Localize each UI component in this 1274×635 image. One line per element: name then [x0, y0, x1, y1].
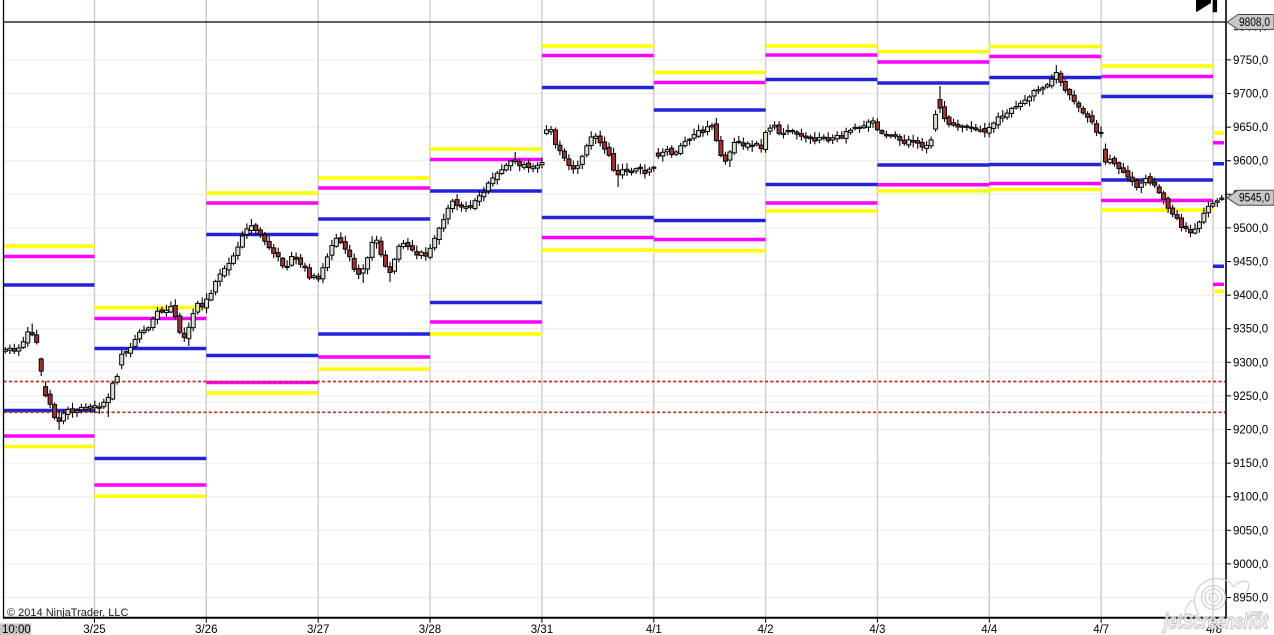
svg-text:9500,0: 9500,0: [1233, 223, 1268, 235]
svg-text:3/26: 3/26: [195, 624, 217, 635]
svg-text:4/8: 4/8: [1206, 624, 1222, 635]
svg-text:9400,0: 9400,0: [1233, 290, 1268, 302]
svg-text:jetScreenshot: jetScreenshot: [1162, 610, 1269, 634]
svg-text:9150,0: 9150,0: [1233, 458, 1268, 470]
svg-text:9300,0: 9300,0: [1233, 357, 1268, 369]
svg-text:3/31: 3/31: [531, 624, 553, 635]
svg-text:© 2014 NinjaTrader, LLC: © 2014 NinjaTrader, LLC: [7, 607, 128, 619]
svg-text:9650,0: 9650,0: [1233, 122, 1268, 134]
svg-text:4/2: 4/2: [758, 624, 774, 635]
svg-text:4/4: 4/4: [981, 624, 998, 635]
svg-text:4/3: 4/3: [869, 624, 885, 635]
svg-text:9600,0: 9600,0: [1233, 156, 1268, 168]
svg-text:3/28: 3/28: [419, 624, 441, 635]
svg-text:3/27: 3/27: [307, 624, 329, 635]
svg-text:.com: .com: [1249, 608, 1263, 618]
svg-text:3/25: 3/25: [83, 624, 105, 635]
svg-text:9700,0: 9700,0: [1233, 89, 1268, 101]
svg-text:9750,0: 9750,0: [1233, 55, 1268, 67]
svg-text:9050,0: 9050,0: [1233, 525, 1268, 537]
svg-text:9450,0: 9450,0: [1233, 257, 1268, 269]
svg-text:4/7: 4/7: [1093, 624, 1109, 635]
svg-text:9100,0: 9100,0: [1233, 492, 1268, 504]
svg-text:10:00: 10:00: [2, 624, 31, 635]
svg-text:9350,0: 9350,0: [1233, 324, 1268, 336]
svg-text:9200,0: 9200,0: [1233, 425, 1268, 437]
svg-text:8950,0: 8950,0: [1233, 593, 1268, 605]
svg-text:9000,0: 9000,0: [1233, 559, 1268, 571]
svg-text:9808,0: 9808,0: [1239, 17, 1270, 29]
svg-text:9545,0: 9545,0: [1239, 193, 1270, 205]
svg-text:9250,0: 9250,0: [1233, 391, 1268, 403]
svg-text:4/1: 4/1: [646, 624, 662, 635]
